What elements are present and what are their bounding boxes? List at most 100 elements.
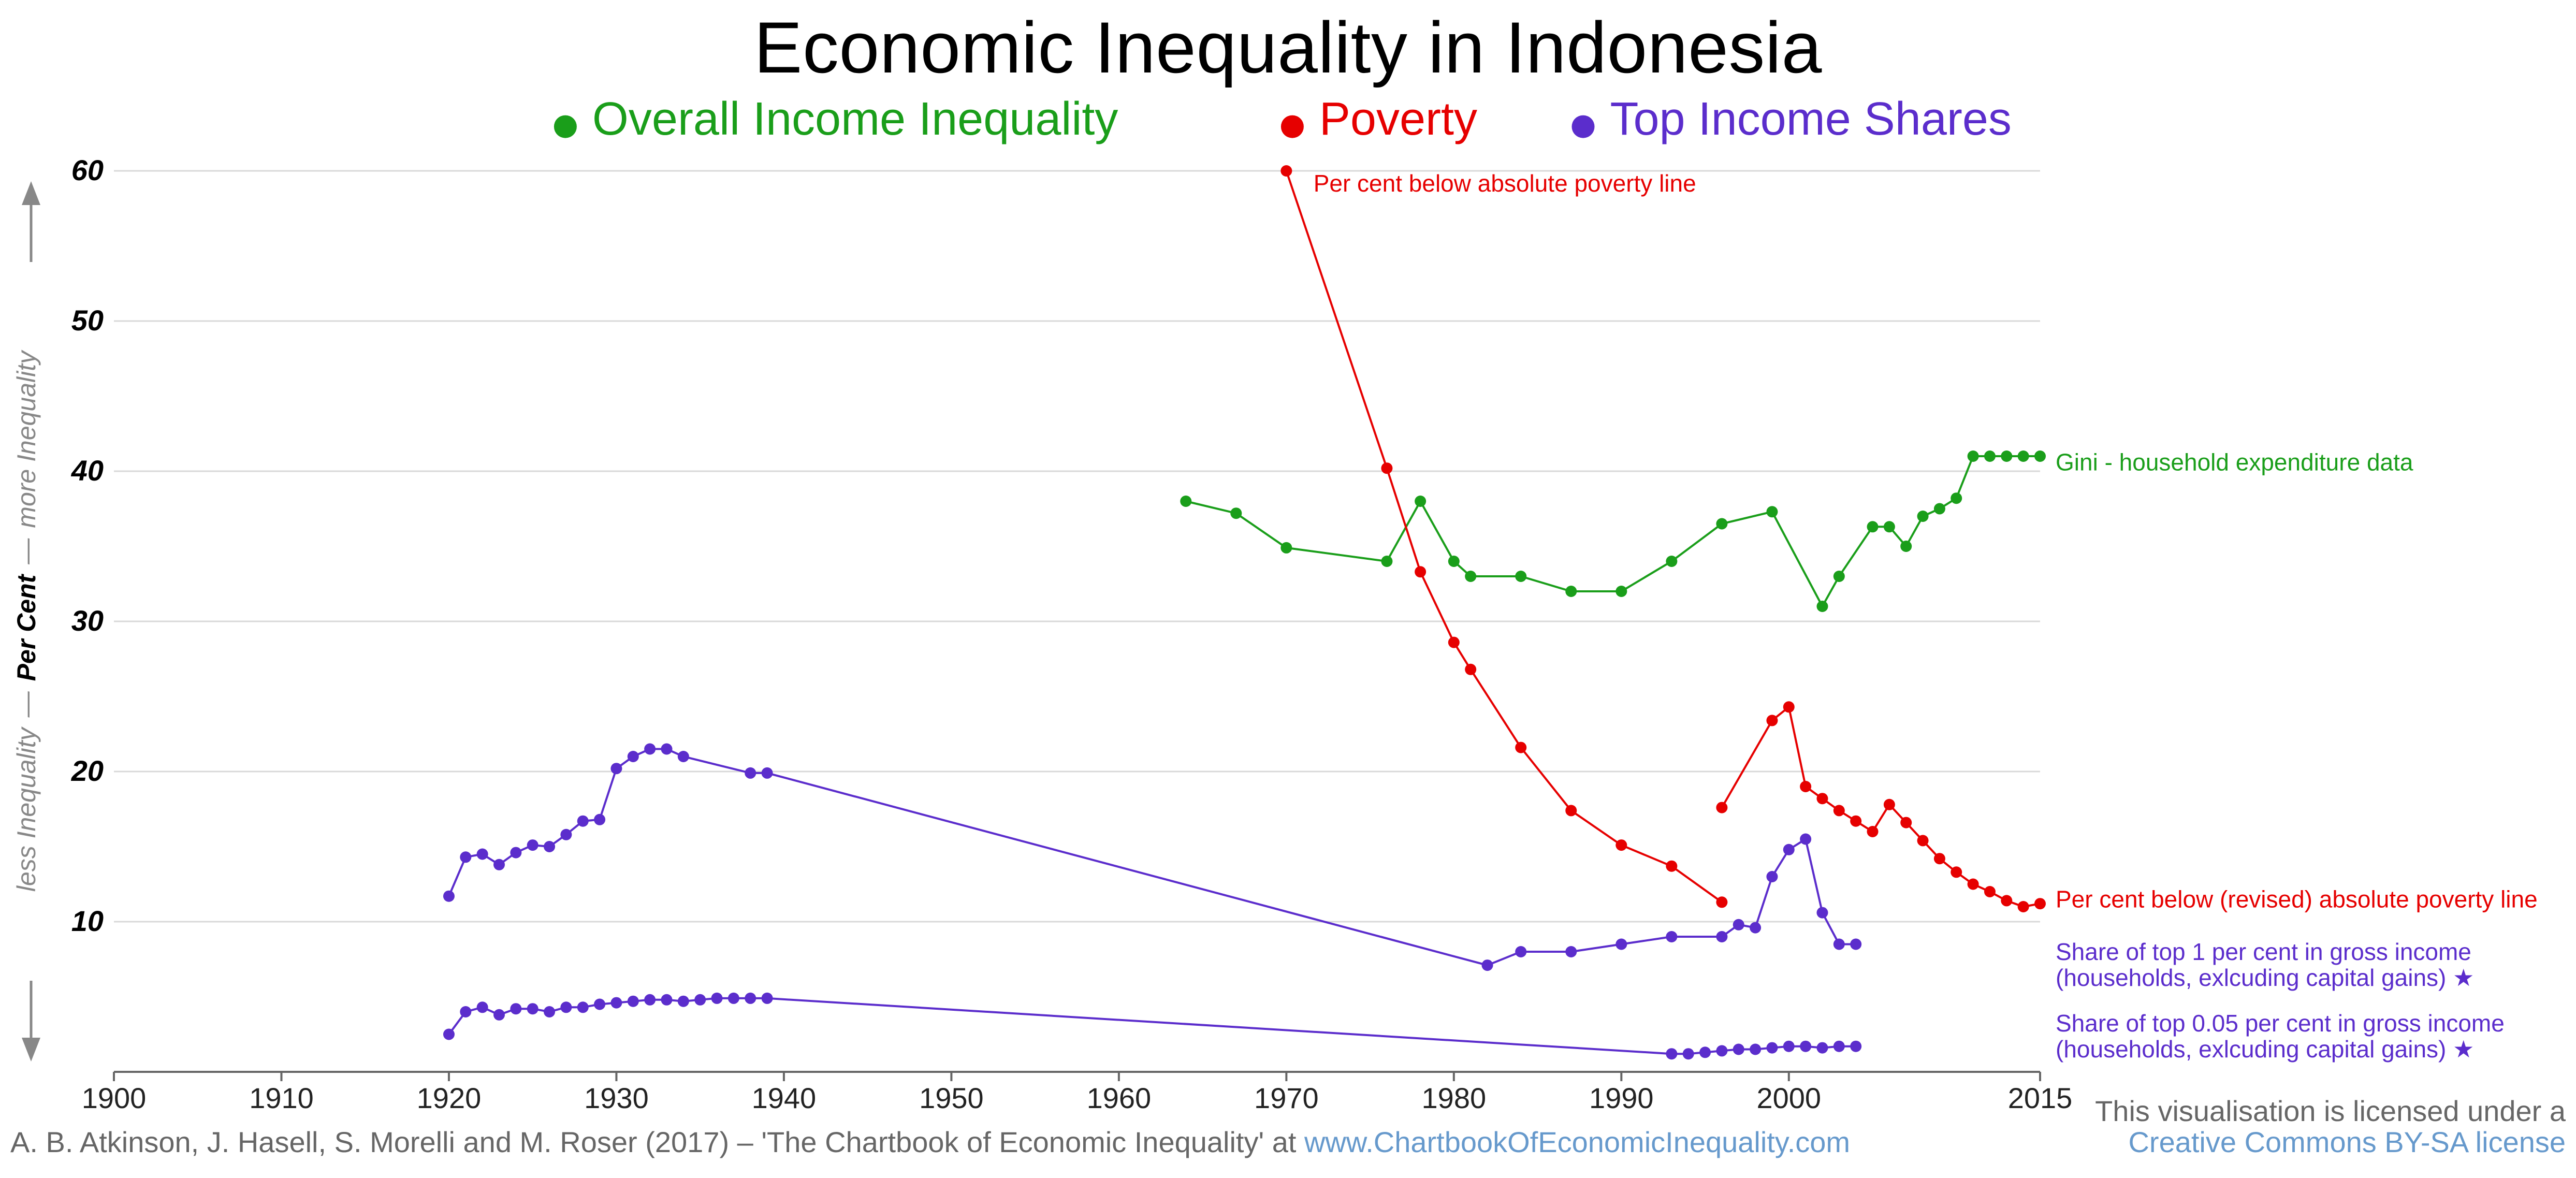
series-gini-marker (1448, 556, 1460, 567)
y-tick-label: 10 (71, 905, 104, 937)
x-tick-label: 2015 (2008, 1082, 2073, 1114)
series-poverty_old-marker (1280, 165, 1292, 177)
series-gini-marker (1951, 492, 1962, 504)
y-tick-label: 50 (71, 304, 104, 337)
arrow-up-icon (22, 181, 40, 205)
series-top1-marker (1800, 834, 1811, 845)
x-tick-label: 1910 (249, 1082, 314, 1114)
y-axis-caption: less Inequality—Per Cent—more Inequality (12, 350, 41, 892)
x-tick-label: 1950 (919, 1082, 984, 1114)
series-poverty_rev-marker (1816, 793, 1828, 804)
series-gini-marker (1766, 506, 1778, 517)
series-poverty_rev-marker (1934, 853, 1945, 864)
chart-svg: 1020304050601900191019201930194019501960… (0, 0, 2576, 1178)
series-top005-marker (694, 994, 706, 1006)
series-poverty_rev-marker (1917, 835, 1929, 846)
series-poverty_rev-marker (1833, 805, 1845, 816)
series-gini-marker (1867, 521, 1879, 532)
series-poverty_rev-marker (1716, 802, 1727, 813)
series-gini-marker (1934, 503, 1945, 515)
x-tick-label: 2000 (1756, 1082, 1821, 1114)
series-poverty_rev-marker (2034, 898, 2046, 909)
series-poverty_old-marker (1448, 637, 1460, 648)
series-top005-marker (1733, 1044, 1744, 1055)
series-poverty_rev-marker (1867, 826, 1879, 837)
series-gini-marker (1833, 571, 1845, 582)
series-poverty_rev-marker (2001, 895, 2012, 906)
series-top1-marker (610, 763, 622, 774)
series-top1-marker (1816, 907, 1828, 919)
series-top005-marker (762, 993, 773, 1004)
y-tick-label: 20 (71, 754, 104, 787)
annot-top005: Share of top 0.05 per cent in gross inco… (2056, 1010, 2505, 1063)
series-top1-marker (1833, 939, 1845, 950)
series-gini-marker (1616, 586, 1627, 597)
series-top1-marker (1666, 931, 1677, 942)
series-poverty_rev-marker (1783, 701, 1795, 712)
legend-label: Poverty (1319, 93, 1477, 145)
series-top1-marker (1515, 946, 1526, 957)
series-top1-marker (1766, 871, 1778, 882)
series-gini-marker (1816, 601, 1828, 612)
series-top1-line (449, 749, 1856, 966)
series-poverty_old-marker (1465, 664, 1476, 675)
legend-marker (1572, 115, 1595, 138)
series-gini-marker (1900, 541, 1912, 552)
series-top1-marker (1482, 959, 1493, 971)
series-gini-marker (1716, 518, 1727, 530)
series-top1-marker (1733, 919, 1744, 930)
series-poverty_rev-marker (1968, 879, 1979, 890)
series-top005-marker (443, 1029, 455, 1040)
series-top005-marker (745, 993, 756, 1004)
series-top1-marker (594, 814, 605, 825)
legend-marker (554, 115, 577, 138)
series-gini-marker (1984, 450, 1996, 462)
series-poverty_rev-marker (1900, 817, 1912, 828)
series-top1-marker (493, 859, 505, 870)
series-top005-marker (610, 997, 622, 1009)
series-poverty_old-marker (1565, 805, 1577, 816)
series-top005-marker (1683, 1048, 1694, 1059)
series-top005-marker (1750, 1044, 1761, 1055)
series-top005-marker (594, 999, 605, 1010)
series-gini-marker (2018, 450, 2029, 462)
annot-top1: Share of top 1 per cent in gross income(… (2056, 938, 2474, 991)
series-top1-marker (544, 841, 555, 852)
series-top1-marker (1850, 939, 1861, 950)
series-gini-marker (1280, 542, 1292, 554)
series-top005-marker (1816, 1042, 1828, 1054)
footer-citation: A. B. Atkinson, J. Hasell, S. Morelli an… (10, 1126, 1850, 1158)
series-top005-marker (711, 993, 723, 1004)
series-top005-marker (510, 1003, 521, 1014)
series-poverty_rev-marker (1800, 781, 1811, 792)
series-top005-marker (644, 994, 656, 1006)
series-gini-marker (2001, 450, 2012, 462)
chart-title: Economic Inequality in Indonesia (754, 7, 1822, 88)
series-poverty_rev-marker (1884, 799, 1895, 810)
series-top005-marker (493, 1009, 505, 1021)
series-gini-marker (1230, 507, 1242, 519)
footer-license-link[interactable]: Creative Commons BY-SA license (2128, 1126, 2566, 1158)
legend-marker (1281, 115, 1304, 138)
series-gini-line (1186, 456, 2040, 606)
y-tick-label: 60 (71, 154, 104, 186)
series-top1-marker (762, 767, 773, 779)
series-top1-marker (460, 851, 471, 863)
series-poverty_old-marker (1415, 566, 1426, 577)
series-top1-marker (644, 744, 656, 755)
x-tick-label: 1970 (1254, 1082, 1319, 1114)
series-top005-marker (560, 1001, 572, 1013)
series-top005-line (449, 998, 1856, 1054)
x-tick-label: 1990 (1589, 1082, 1654, 1114)
series-top005-marker (628, 996, 639, 1007)
series-top1-marker (745, 767, 756, 779)
series-top005-marker (1716, 1045, 1727, 1056)
series-top1-marker (1716, 931, 1727, 942)
series-top1-marker (560, 829, 572, 840)
series-top005-marker (460, 1006, 471, 1017)
series-poverty_old-marker (1381, 462, 1392, 474)
footer-link[interactable]: www.ChartbookOfEconomicInequality.com (1304, 1126, 1850, 1158)
series-gini-marker (2034, 450, 2046, 462)
x-tick-label: 1900 (82, 1082, 147, 1114)
series-poverty_rev-marker (1984, 886, 1996, 897)
